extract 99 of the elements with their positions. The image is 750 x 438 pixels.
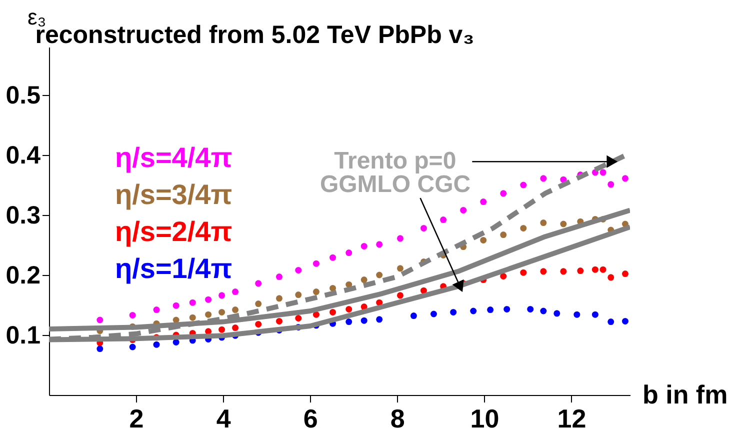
point [622,270,628,278]
point [312,288,320,296]
point [96,316,104,324]
point [540,268,547,275]
point [396,292,404,299]
point [346,250,352,256]
point [172,302,180,309]
point [376,241,383,248]
point [330,284,336,292]
point [608,318,614,326]
point [430,310,437,318]
point [396,235,404,242]
point [189,314,196,321]
point [600,266,606,273]
point [153,341,160,348]
point [480,236,487,244]
point [560,220,567,228]
annotation: Trento p=0 [334,148,456,175]
point [520,269,527,276]
point [376,272,383,278]
text: η/s=2/4π [115,216,232,247]
point [592,266,598,273]
point [592,311,598,318]
point [450,308,457,316]
point [295,266,302,274]
y-tick-label: 0.4 [6,142,41,170]
point [487,306,494,314]
point [360,242,368,250]
point [312,260,320,267]
point [232,324,239,332]
x-tick-label: 2 [129,404,144,434]
point [129,344,136,350]
point [554,310,560,317]
point [420,224,427,232]
point [410,312,417,320]
point [189,299,196,306]
point [205,311,212,318]
point [540,220,547,226]
point [330,308,336,316]
point [255,280,262,287]
point [608,181,614,188]
point [608,274,614,281]
point [312,311,320,318]
point [560,268,567,275]
x-tick-label: 12 [557,404,586,434]
point [205,296,212,303]
point [232,306,239,314]
point [396,265,404,272]
point [295,314,302,322]
point [255,320,262,328]
point [346,318,352,326]
text: η/s=3/4π [115,179,232,210]
point [360,317,368,324]
y-tick-label: 0.5 [6,82,41,110]
point [504,306,510,312]
point [255,300,262,308]
point [577,268,584,274]
point [346,306,352,312]
point [520,182,527,188]
y-tick-label: 0.2 [6,262,40,290]
point [500,190,507,197]
point [153,306,160,314]
point [295,292,302,298]
point [330,254,336,261]
point [376,316,383,323]
text: η/s=4/4π [115,142,232,173]
point [232,288,239,296]
x-tick-label: 10 [470,404,500,434]
point [218,326,226,333]
point [440,216,447,224]
point [218,292,226,299]
point [470,308,477,314]
point [520,224,527,232]
point [574,311,580,318]
point [527,306,534,312]
point [360,276,368,284]
point [129,312,136,318]
point [276,318,282,324]
y-tick-label: 0.3 [6,202,40,230]
point [480,198,487,206]
x-tick-label: 4 [216,404,232,434]
point [540,175,547,182]
point [218,308,226,316]
point [622,318,628,324]
series-label: η/s=1/4π [115,253,232,284]
x-tick-label: 8 [390,404,405,434]
x-axis-title: b in fm [642,380,728,410]
point [276,274,282,280]
point [96,346,104,352]
point [622,175,628,182]
x-tick-label: 6 [303,404,318,434]
y-tick-label: 0.1 [6,322,41,350]
point [460,206,467,214]
point [540,308,547,314]
point [600,169,606,176]
point [172,338,180,346]
point [500,272,507,280]
point [276,295,282,302]
point [500,232,507,238]
